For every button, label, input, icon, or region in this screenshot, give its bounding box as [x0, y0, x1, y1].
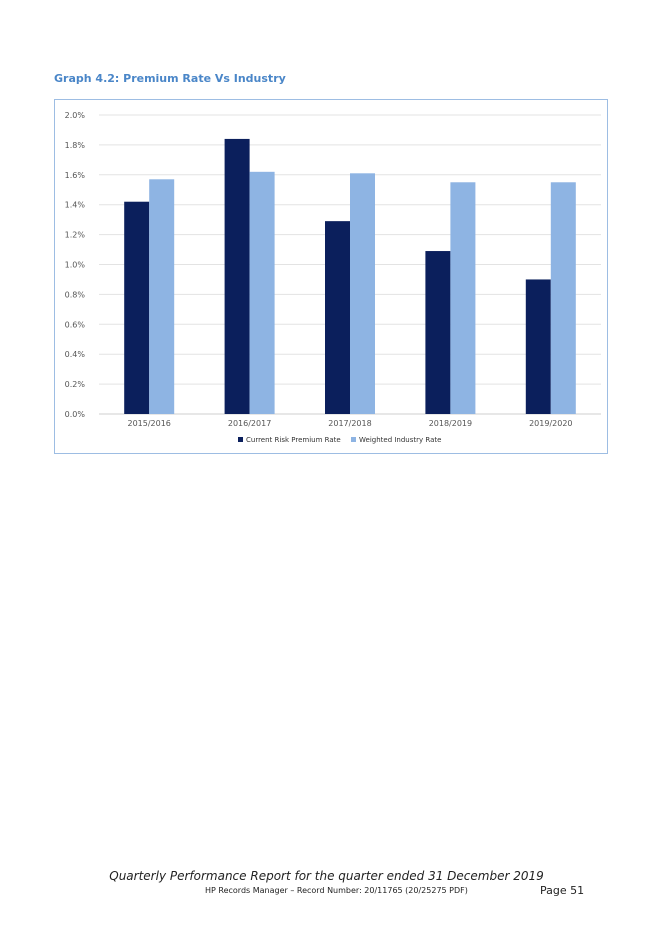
y-tick-label: 0.2% — [65, 380, 86, 389]
y-tick-label: 1.8% — [65, 141, 86, 150]
y-tick-label: 0.4% — [65, 350, 86, 359]
y-tick-label: 0.0% — [65, 410, 86, 419]
bar-weighted-industry-rate — [249, 171, 275, 414]
y-tick-label: 1.4% — [65, 201, 86, 210]
bar-current-risk-premium-rate — [124, 201, 150, 414]
bar-weighted-industry-rate — [149, 179, 175, 414]
bar-chart: 0.0% 0.2% 0.4% 0.6% 0.8% 1.0% 1.2% 1.4% 1.6% 1.8%… — [65, 111, 601, 444]
page-number: Page 51 — [540, 884, 585, 897]
legend-label-industry: Weighted Industry Rate — [359, 436, 441, 444]
bar-current-risk-premium-rate — [224, 138, 250, 415]
y-tick-label: 0.8% — [65, 290, 86, 299]
x-tick-label: 2015/2016 — [127, 419, 170, 428]
y-tick-label: 0.6% — [65, 320, 86, 329]
graph-title: Graph 4.2: Premium Rate Vs Industry — [54, 72, 286, 85]
legend-swatch-current — [238, 437, 243, 442]
x-tick-label: 2016/2017 — [228, 419, 271, 428]
bar-weighted-industry-rate — [450, 182, 476, 414]
y-tick-label: 2.0% — [65, 111, 86, 120]
bar-current-risk-premium-rate — [325, 221, 350, 414]
record-number: HP Records Manager – Record Number: 20/1… — [205, 886, 468, 895]
legend-swatch-industry — [351, 437, 356, 442]
x-tick-label: 2019/2020 — [529, 419, 572, 428]
x-tick-label: 2018/2019 — [429, 419, 472, 428]
y-tick-label: 1.2% — [65, 231, 86, 240]
bar-current-risk-premium-rate — [525, 279, 551, 414]
y-tick-label: 1.0% — [65, 261, 86, 270]
legend-label-current: Current Risk Premium Rate — [246, 436, 341, 444]
x-tick-label: 2017/2018 — [328, 419, 371, 428]
chart-frame: 0.0% 0.2% 0.4% 0.6% 0.8% 1.0% 1.2% 1.4% 1.6% 1.8%… — [54, 99, 608, 454]
y-tick-label: 1.6% — [65, 171, 86, 180]
bar-weighted-industry-rate — [550, 182, 576, 414]
bar-current-risk-premium-rate — [425, 251, 451, 414]
bar-weighted-industry-rate — [350, 173, 375, 414]
report-footer-title: Quarterly Performance Report for the qua… — [109, 869, 544, 883]
